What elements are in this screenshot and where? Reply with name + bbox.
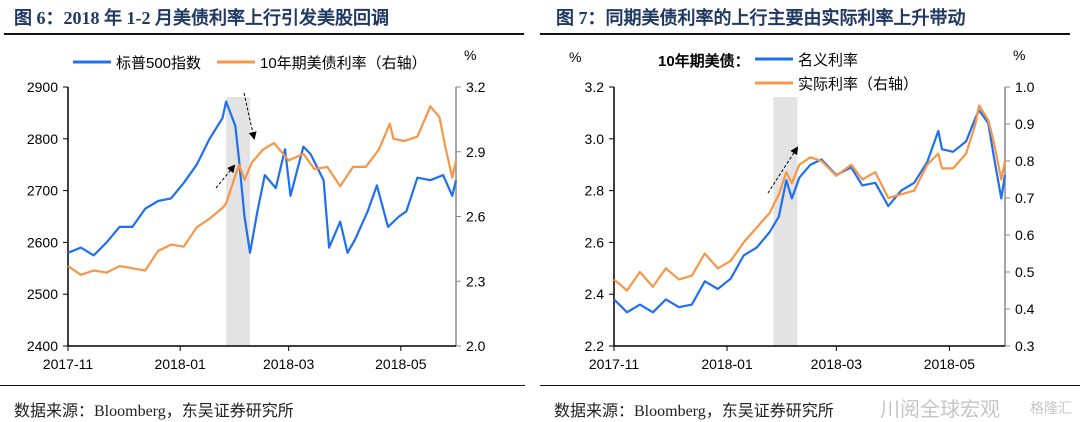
right-tick-label: 1.0 (1015, 79, 1035, 95)
annotation-arrow (767, 146, 799, 194)
right-tick-label: 0.6 (1015, 227, 1035, 243)
source-note-2: 数据来源：Bloomberg，东吴证券研究所 (554, 403, 834, 420)
right-tick-label: 2.0 (466, 338, 486, 354)
shaded-period (773, 97, 798, 346)
left-tick-label: 2800 (27, 131, 58, 147)
left-tick-label: 2400 (27, 338, 58, 354)
right-tick-label: 0.3 (1015, 338, 1035, 354)
right-tick-label: 2.6 (466, 209, 486, 225)
left-tick-label: 2.2 (585, 338, 605, 354)
annotation-arrow (243, 92, 257, 140)
right-tick-label: 0.8 (1015, 153, 1035, 169)
x-tick-label: 2018-05 (924, 356, 976, 372)
left-tick-label: 2900 (27, 79, 58, 95)
legend-label-yield: 10年期美债利率（右轴） (260, 55, 427, 72)
left-unit: % (569, 49, 581, 65)
legend-label-nominal: 名义利率 (798, 52, 858, 69)
series-line-1 (613, 109, 1007, 314)
left-tick-label: 2.8 (585, 183, 605, 199)
x-tick-label: 2018-05 (375, 356, 427, 372)
right-tick-label: 0.4 (1015, 301, 1035, 317)
chart-title-2: 图 7：同期美债利率的上行主要由实际利率上升带动 (556, 8, 966, 28)
right-unit: % (1013, 47, 1025, 63)
shaded-period (226, 97, 251, 346)
source-rule-2 (540, 385, 1080, 386)
series-line-2 (67, 105, 458, 276)
title-rule-2 (540, 33, 1070, 35)
chart-title-1: 图 6：2018 年 1-2 月美债利率上行引发美股回调 (14, 8, 389, 28)
right-tick-label: 3.2 (466, 79, 486, 95)
legend-title: 10年期美债： (658, 52, 750, 70)
right-tick-label: 0.9 (1015, 116, 1035, 132)
left-tick-label: 2700 (27, 183, 58, 199)
left-tick-label: 3.0 (585, 131, 605, 147)
right-tick-label: 2.9 (466, 144, 486, 160)
right-tick-label: 0.7 (1015, 190, 1035, 206)
right-unit: % (464, 47, 476, 63)
x-tick-label: 2018-03 (811, 356, 863, 372)
left-tick-label: 2600 (27, 234, 58, 250)
legend-label-real: 实际利率（右轴） (798, 76, 918, 93)
left-tick-label: 2500 (27, 286, 58, 302)
source-note-1: 数据来源：Bloomberg，东吴证券研究所 (14, 403, 294, 420)
x-tick-label: 2018-01 (154, 356, 206, 372)
watermark-wechat: 川阅全球宏观 (880, 399, 1000, 421)
x-tick-label: 2018-03 (263, 356, 315, 372)
title-rule-1 (4, 33, 524, 35)
right-tick-label: 2.3 (466, 273, 486, 289)
series-line-2 (613, 104, 1007, 292)
legend-label-sp500: 标普500指数 (116, 55, 201, 72)
x-tick-label: 2018-01 (701, 356, 753, 372)
left-tick-label: 2.4 (585, 286, 605, 302)
right-tick-label: 0.5 (1015, 264, 1035, 280)
watermark-logo: 格隆汇 (1030, 400, 1072, 416)
source-rule-1 (0, 385, 525, 386)
left-tick-label: 3.2 (585, 79, 605, 95)
x-tick-label: 2017-11 (43, 356, 94, 372)
x-tick-label: 2017-11 (589, 356, 640, 372)
series-line-1 (67, 100, 458, 257)
left-tick-label: 2.6 (585, 234, 605, 250)
